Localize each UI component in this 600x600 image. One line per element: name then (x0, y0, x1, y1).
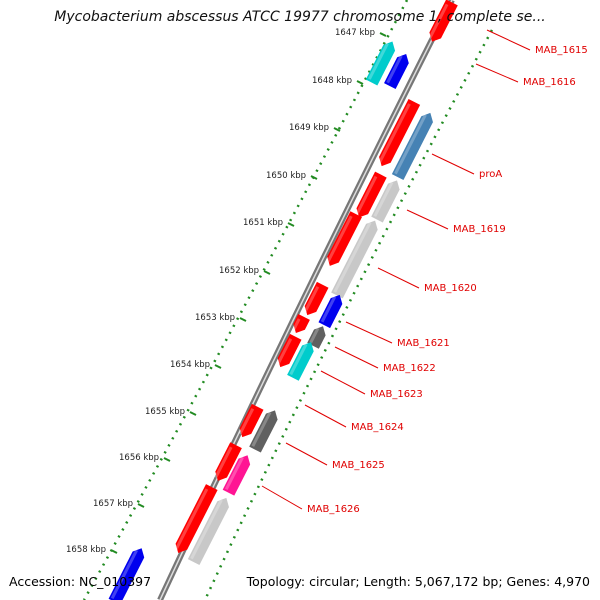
tick-label: 1654 kbp (170, 360, 210, 370)
cds-reverse[interactable] (353, 171, 387, 221)
cds-forward-blue[interactable] (108, 545, 148, 600)
gene-label-leader (320, 370, 366, 395)
cds-reverse[interactable] (236, 403, 264, 440)
tick-label: 1657 kbp (93, 499, 133, 509)
tick-mark (379, 32, 387, 37)
tick-label: 1650 kbp (266, 171, 306, 181)
gene-label[interactable]: MAB_1624 (351, 422, 404, 433)
gene-label-leader (486, 29, 531, 51)
map-title: Mycobacterium abscessus ATCC 19977 chrom… (54, 9, 546, 25)
cds-reverse[interactable] (172, 484, 218, 556)
gene-label[interactable]: MAB_1616 (523, 77, 576, 88)
cds-proA[interactable] (391, 110, 436, 181)
tick-label: 1648 kbp (312, 76, 352, 86)
cds-reverse[interactable] (324, 211, 362, 269)
cds-forward-darkgray[interactable] (249, 407, 281, 453)
tick-label: 1651 kbp (243, 218, 283, 228)
tick-mark (263, 270, 271, 275)
tick-label: 1649 kbp (289, 123, 329, 133)
gene-label-leader (345, 321, 393, 344)
gene-label[interactable]: MAB_1621 (397, 338, 450, 349)
gene-label[interactable]: MAB_1619 (453, 224, 506, 235)
topology-text: Topology: circular; Length: 5,067,172 bp… (246, 574, 590, 589)
tick-label: 1655 kbp (145, 407, 185, 417)
cds-forward-blue[interactable] (318, 292, 345, 329)
cds-reverse[interactable] (426, 0, 458, 45)
tick-mark (214, 364, 222, 369)
tick-mark (239, 317, 247, 322)
gene-label-leader (475, 63, 519, 83)
accession-text: Accession: NC_010397 (9, 574, 152, 589)
cds-reverse[interactable] (376, 98, 421, 169)
tick-mark (333, 127, 341, 132)
cds-forward-pink[interactable] (222, 452, 254, 496)
gene-label[interactable]: MAB_1623 (370, 389, 423, 400)
cds-forward-gray[interactable] (371, 177, 403, 223)
cds-reverse[interactable] (301, 281, 329, 318)
cds-reverse[interactable] (212, 442, 242, 484)
cds-forward-blue[interactable] (384, 51, 412, 89)
gene-label-leader (334, 346, 379, 369)
gene-label[interactable]: proA (479, 169, 502, 180)
cds-reverse[interactable] (290, 314, 310, 336)
tick-mark (189, 411, 197, 416)
gene-label-leader (406, 209, 449, 230)
tick-mark (137, 503, 145, 508)
tick-label: 1653 kbp (195, 313, 235, 323)
gene-label-leader (431, 153, 475, 175)
tick-label: 1647 kbp (335, 28, 375, 38)
tick-label: 1656 kbp (119, 453, 159, 463)
gene-label-leader (285, 442, 328, 466)
gene-label[interactable]: MAB_1622 (383, 363, 436, 374)
cds-forward-cyan[interactable] (365, 39, 398, 86)
cds-forward-darkgray[interactable] (307, 323, 329, 349)
gene-label[interactable]: MAB_1620 (424, 283, 477, 294)
gene-label-leader (304, 404, 347, 428)
gene-label-leader (261, 485, 303, 510)
tick-mark (287, 222, 295, 227)
tick-mark (110, 549, 118, 554)
cds-forward-gray[interactable] (331, 218, 381, 299)
tick-mark (310, 175, 318, 180)
gene-label[interactable]: MAB_1615 (535, 45, 588, 56)
tick-label: 1658 kbp (66, 545, 106, 555)
cds-reverse[interactable] (274, 333, 302, 370)
gene-label[interactable]: MAB_1625 (332, 460, 385, 471)
tick-mark (356, 80, 364, 85)
gene-label-leader (377, 267, 420, 289)
cds-forward-gray[interactable] (187, 495, 232, 566)
outer-dotted-track (82, 0, 409, 600)
tick-label: 1652 kbp (219, 266, 259, 276)
gene-label[interactable]: MAB_1626 (307, 504, 360, 515)
tick-mark (163, 457, 171, 462)
cds-forward-cyan[interactable] (287, 339, 317, 381)
inner-dotted-track (203, 29, 494, 600)
